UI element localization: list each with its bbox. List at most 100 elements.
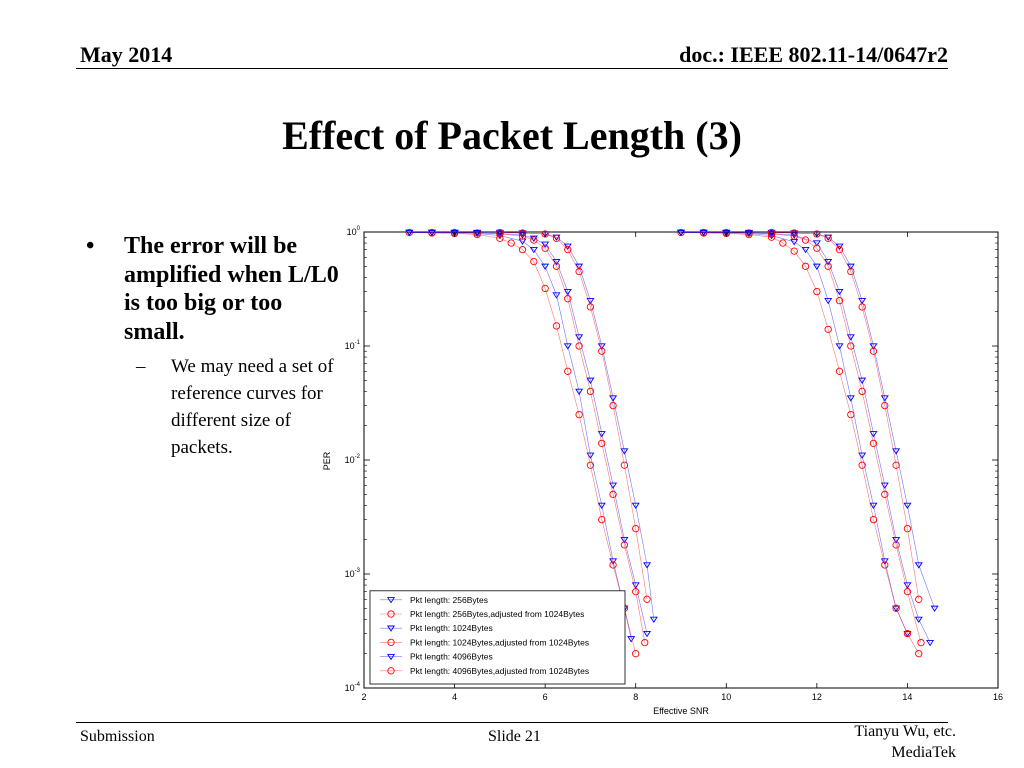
footer-divider	[76, 722, 948, 723]
data-point	[427, 229, 436, 237]
series-line	[703, 232, 922, 643]
data-point	[858, 387, 866, 396]
data-point	[631, 502, 640, 509]
data-point	[869, 439, 878, 447]
data-point	[847, 410, 855, 419]
data-point	[915, 595, 923, 603]
data-point	[575, 410, 583, 419]
data-point	[598, 515, 606, 524]
data-point	[881, 561, 889, 569]
data-point	[903, 588, 912, 596]
data-point	[801, 236, 810, 244]
data-point	[620, 537, 629, 544]
series-line	[409, 232, 636, 654]
data-point	[892, 605, 901, 612]
data-point	[858, 303, 866, 311]
series-line	[680, 232, 920, 654]
data-point	[801, 247, 810, 254]
series-line	[431, 232, 646, 643]
data-point	[790, 229, 798, 237]
data-point	[586, 461, 595, 469]
data-point	[903, 629, 912, 638]
data-point	[892, 461, 900, 469]
footer-author-company: MediaTek	[891, 743, 956, 761]
data-point	[575, 334, 584, 341]
data-point	[597, 431, 606, 438]
data-point	[812, 263, 821, 270]
y-tick-label: 10-4	[345, 682, 361, 693]
bullet-marker: •	[86, 233, 95, 259]
data-point	[915, 650, 923, 658]
data-point	[530, 236, 538, 244]
data-point	[813, 287, 821, 296]
data-point	[541, 263, 550, 270]
data-point	[892, 541, 900, 549]
x-tick-label: 10	[721, 692, 731, 702]
data-point	[722, 229, 731, 237]
data-point	[835, 343, 844, 350]
data-point	[824, 258, 833, 266]
data-point	[880, 482, 889, 489]
data-point	[676, 229, 686, 237]
data-point	[496, 228, 504, 237]
footer-author: Tianyu Wu, etc. MediaTek	[854, 722, 956, 764]
data-point	[858, 452, 867, 459]
legend-label: Pkt length: 4096Bytes,adjusted from 1024…	[410, 666, 589, 676]
data-point	[881, 490, 889, 498]
bullet-item: • The error will be amplified when L/L0 …	[86, 232, 346, 346]
data-point	[563, 343, 572, 350]
data-point	[632, 650, 640, 658]
data-point	[869, 343, 878, 350]
data-point	[529, 235, 538, 242]
legend-swatch-marker	[386, 625, 396, 632]
data-point	[813, 244, 821, 252]
per-vs-snr-chart: 2 4 6 8 10 12 14 16 100 10-1 10-2 10-3 10-4 Pkt leng…	[322, 226, 1003, 716]
data-point	[914, 562, 923, 569]
y-tick-label: 10-2	[345, 454, 361, 465]
data-point	[541, 284, 549, 293]
data-point	[541, 230, 549, 238]
data-point	[869, 431, 878, 438]
data-point	[597, 343, 606, 350]
data-point	[632, 524, 640, 533]
data-point	[892, 604, 900, 612]
data-point	[609, 401, 617, 410]
data-point	[846, 263, 855, 270]
data-point	[903, 502, 912, 509]
data-point	[641, 638, 649, 647]
data-point	[858, 461, 866, 469]
x-tick-label: 2	[361, 692, 366, 702]
data-point	[473, 229, 481, 237]
data-point	[541, 244, 549, 252]
data-point	[835, 246, 844, 254]
data-point	[835, 296, 844, 305]
data-point	[930, 605, 939, 612]
data-point	[518, 246, 527, 254]
sub-bullet-item: – We may need a set of reference curves …	[136, 354, 346, 462]
series-12	[767, 228, 923, 603]
sub-bullet-marker: –	[136, 356, 146, 378]
data-point	[869, 347, 878, 355]
data-point	[598, 347, 606, 355]
data-point	[643, 595, 651, 603]
data-point	[917, 638, 925, 647]
data-point	[518, 229, 527, 237]
data-point	[586, 387, 595, 396]
data-point	[858, 377, 867, 384]
data-point	[552, 322, 561, 330]
data-point	[552, 234, 561, 242]
legend-label: Pkt length: 4096Bytes	[410, 652, 493, 662]
legend-label: Pkt length: 1024Bytes,adjusted from 1024…	[410, 637, 589, 647]
data-point	[869, 515, 878, 524]
series-line	[409, 232, 632, 639]
data-point	[586, 452, 595, 459]
data-point	[744, 229, 753, 237]
data-point	[846, 395, 855, 402]
series-layer	[405, 228, 939, 658]
data-point	[541, 241, 550, 248]
legend-swatch-marker	[386, 653, 396, 661]
legend-entry: Pkt length: 1024Bytes,adjusted from 1024…	[380, 637, 589, 647]
data-point	[813, 230, 821, 238]
data-point	[529, 247, 538, 254]
x-tick-label: 14	[902, 692, 912, 702]
